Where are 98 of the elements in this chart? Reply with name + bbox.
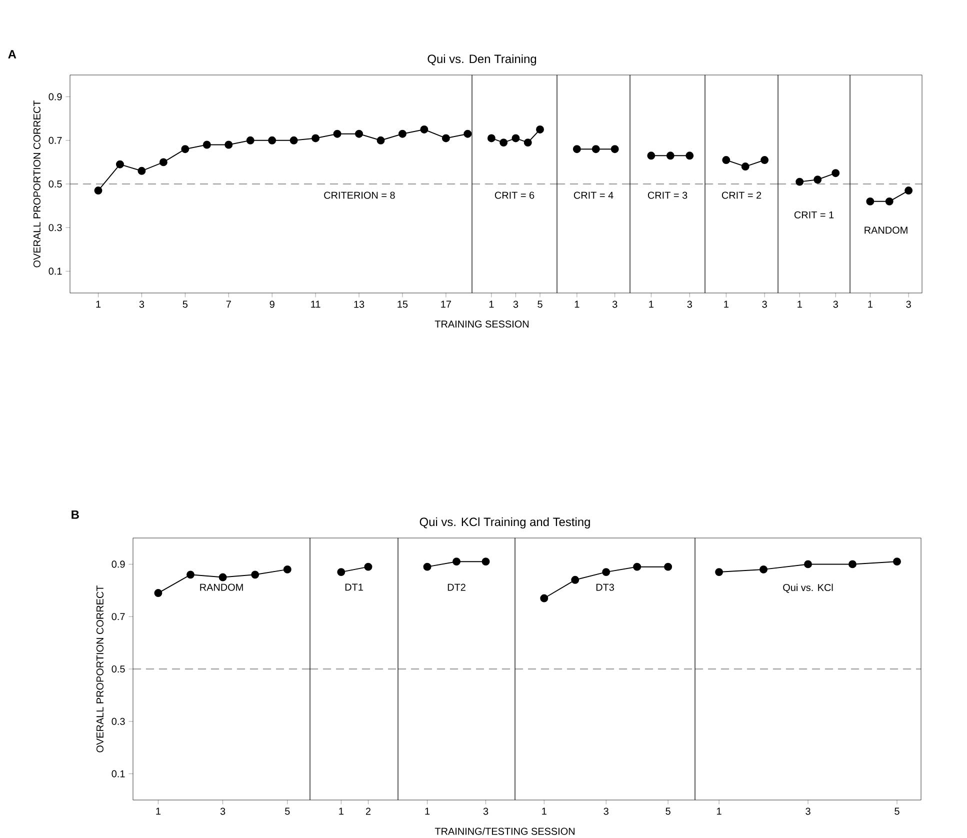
point: [202, 140, 211, 149]
point: [290, 136, 298, 144]
x-tick-label: 3: [687, 300, 692, 308]
point: [571, 576, 580, 584]
point: [420, 125, 428, 134]
x-tick-label: 3: [806, 808, 810, 815]
point: [664, 562, 672, 571]
x-tick-label: 13: [354, 300, 364, 308]
annotation: CRIT = 3: [648, 192, 688, 199]
x-tick-label: 3: [513, 300, 518, 308]
annotation: RANDOM: [200, 584, 243, 591]
y-tick-label: 0.1: [48, 268, 62, 275]
text: A: [8, 50, 16, 58]
annotation: DT2: [448, 584, 466, 591]
point: [848, 560, 856, 568]
x-tick-label: 1: [425, 808, 430, 815]
x-tick-label: 1: [542, 808, 546, 815]
x-axis-title: TRAINING/TESTING SESSION: [434, 827, 575, 835]
x-tick-label: 9: [270, 300, 274, 308]
x-tick-label: 15: [398, 300, 408, 308]
point: [116, 160, 124, 168]
x-tick-label: 1: [717, 808, 722, 815]
y-axis-title: OVERALL PROPORTION CORRECT: [33, 100, 40, 268]
x-tick-label: 3: [220, 808, 226, 815]
point: [283, 565, 292, 574]
x-tick-label: 3: [139, 300, 144, 308]
point: [442, 134, 450, 142]
y-tick-label: 0.9: [112, 560, 125, 568]
chart-title: Qui vs. KCl Training and Testing: [420, 517, 590, 528]
x-tick-label: 3: [762, 300, 767, 308]
point: [333, 130, 342, 138]
annotation: Qui vs. KCl: [783, 584, 833, 593]
x-tick-label: 11: [311, 300, 320, 308]
x-tick-label: 1: [649, 300, 654, 308]
x-tick-label: 3: [612, 300, 618, 308]
point: [355, 130, 363, 138]
annotation: RANDOM: [864, 226, 908, 234]
x-tick-label: 3: [604, 808, 608, 815]
point: [633, 562, 642, 571]
annotation: CRIT = 4: [574, 192, 614, 199]
x-tick-label: 5: [182, 300, 188, 308]
point: [540, 594, 548, 602]
y-tick-label: 0.9: [48, 93, 62, 100]
point: [94, 186, 102, 194]
x-tick-label: 1: [96, 300, 101, 308]
point: [893, 558, 901, 566]
chart-title: Qui vs. Den Training: [428, 54, 536, 66]
x-tick-label: 5: [285, 808, 290, 815]
annotation: DT3: [596, 584, 614, 591]
point: [251, 570, 260, 579]
y-tick-label: 0.5: [112, 665, 125, 672]
y-tick-label: 0.7: [112, 612, 125, 620]
annotation: CRIT = 1: [794, 211, 834, 218]
x-tick-label: 1: [574, 300, 580, 308]
point: [602, 568, 610, 576]
point: [268, 136, 276, 144]
y-tick-label: 0.7: [48, 136, 62, 144]
x-tick-label: 1: [798, 300, 802, 308]
x-tick-label: 17: [441, 300, 451, 308]
x-tick-label: 3: [833, 300, 838, 308]
x-tick-label: 5: [894, 808, 900, 815]
x-tick-label: 3: [906, 300, 911, 308]
point: [154, 588, 162, 597]
y-tick-label: 0.3: [48, 224, 62, 232]
x-tick-label: 1: [724, 300, 728, 308]
point: [186, 570, 194, 579]
y-axis-title: OVERALL PROPORTION CORRECT: [96, 585, 104, 752]
point: [804, 560, 812, 568]
point: [312, 134, 320, 142]
text: B: [72, 510, 79, 519]
point: [376, 136, 385, 144]
x-tick-label: 3: [483, 808, 488, 815]
point: [138, 166, 146, 175]
x-tick-label: 7: [226, 300, 231, 308]
annotation: DT1: [345, 584, 363, 591]
x-tick-label: 2: [366, 808, 370, 815]
point: [760, 565, 768, 574]
x-tick-label: 5: [666, 808, 670, 815]
annotation: CRITERION = 8: [324, 192, 395, 199]
x-axis-title: TRAINING SESSION: [434, 320, 529, 328]
point: [246, 136, 254, 144]
x-tick-label: 1: [156, 808, 160, 815]
x-tick-label: 1: [868, 300, 872, 308]
point: [224, 140, 233, 149]
point: [159, 158, 168, 166]
point: [181, 145, 190, 154]
point: [715, 568, 724, 576]
point: [218, 573, 227, 582]
y-tick-label: 0.5: [48, 180, 62, 188]
y-tick-label: 0.3: [112, 718, 125, 725]
annotation: CRIT = 2: [722, 192, 762, 199]
x-tick-label: 1: [339, 808, 344, 815]
x-tick-label: 5: [538, 300, 542, 308]
y-tick-label: 0.1: [112, 770, 125, 778]
x-tick-label: 1: [489, 300, 494, 308]
point: [464, 130, 472, 138]
point: [398, 130, 406, 138]
annotation: CRIT = 6: [494, 192, 534, 199]
